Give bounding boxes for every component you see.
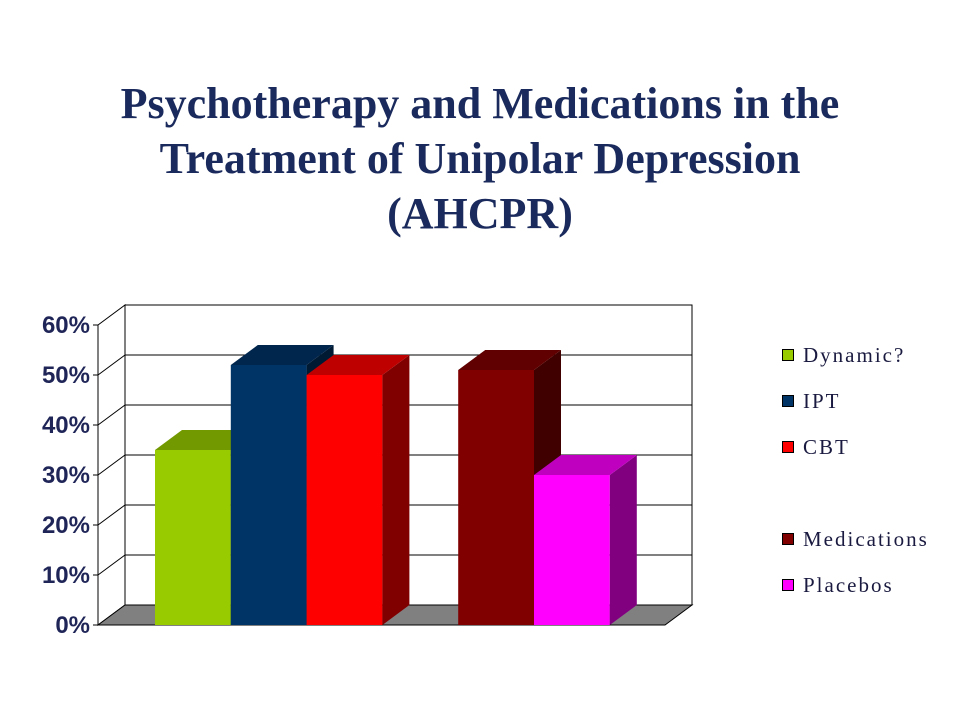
legend-item-ipt: IPT <box>782 378 929 424</box>
legend-swatch-ipt <box>782 395 794 407</box>
y-tick-label: 50% <box>42 362 90 389</box>
legend-item-dynamic: Dynamic? <box>782 332 929 378</box>
bar-front <box>230 365 307 625</box>
bar-side <box>609 455 637 625</box>
bar-placebos <box>534 455 637 625</box>
bar-front <box>534 475 610 625</box>
bar-front <box>458 370 534 625</box>
legend-swatch-medications <box>782 533 794 545</box>
chart-title: Psychotherapy and Medications in the Tre… <box>120 79 840 238</box>
legend-label-medications: Medications <box>803 526 929 551</box>
legend-label-dynamic: Dynamic? <box>803 342 906 367</box>
legend-swatch-dynamic <box>782 349 794 361</box>
legend-item-placebos: Placebos <box>782 562 929 608</box>
legend-swatch-placebos <box>782 579 794 591</box>
legend: Dynamic? IPT CBT Medications Placebos <box>782 332 929 608</box>
bar-side <box>382 355 410 625</box>
bar-top <box>534 455 637 475</box>
side-wall-gridline <box>97 454 126 476</box>
legend-item-cbt: CBT <box>782 424 929 470</box>
y-tick-label: 20% <box>42 512 90 539</box>
legend-swatch-cbt <box>782 441 794 453</box>
bar-top <box>306 355 410 375</box>
y-tick-label: 60% <box>42 312 90 339</box>
side-wall-gridline <box>97 404 126 426</box>
side-wall-gridline <box>97 504 126 526</box>
bar-top <box>230 345 334 365</box>
y-tick-label: 40% <box>42 412 90 439</box>
legend-item-medications: Medications <box>782 516 929 562</box>
y-tick-label: 0% <box>55 612 90 639</box>
side-wall-gridline <box>97 354 126 376</box>
legend-label-cbt: CBT <box>803 434 850 459</box>
bar-front <box>306 375 383 625</box>
bar-top <box>458 350 561 370</box>
bar-cbt <box>306 355 410 625</box>
legend-label-ipt: IPT <box>803 388 841 413</box>
y-tick-label: 10% <box>42 562 90 589</box>
legend-label-placebos: Placebos <box>803 572 894 597</box>
y-tick-label: 30% <box>42 462 90 489</box>
side-wall-gridline <box>97 554 126 576</box>
bar-front <box>155 450 231 625</box>
